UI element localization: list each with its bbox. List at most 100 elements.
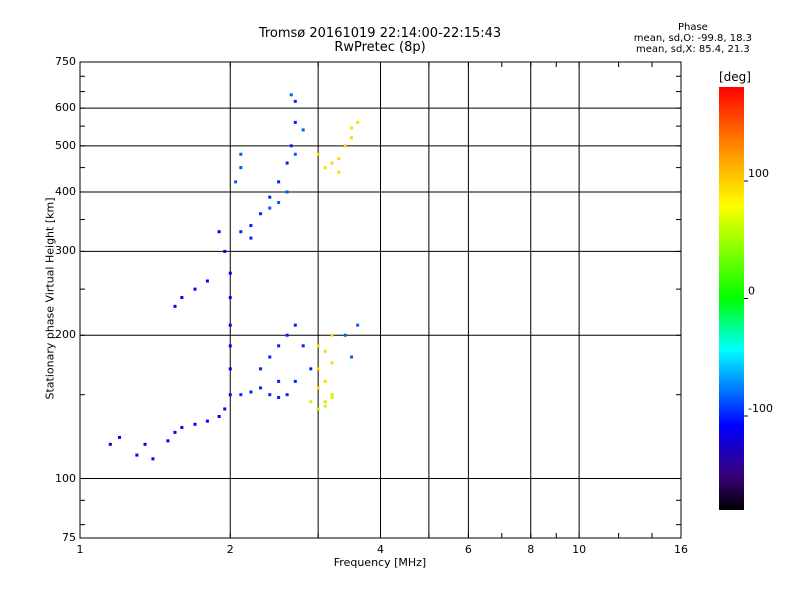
data-point [323,400,327,404]
grid [80,62,681,538]
colorbar-tick-label: 100 [748,167,769,180]
y-tick-label: 500 [55,138,76,152]
data-point [277,180,281,184]
colorbar-tick-label: -100 [748,402,773,415]
data-point [249,224,253,228]
data-point [316,344,320,348]
data-point [180,296,184,300]
data-point [239,166,243,170]
x-tick-label: 6 [464,543,472,556]
data-point [166,439,170,443]
x-tick-label: 16 [674,543,688,556]
data-point [350,136,354,140]
colorbar-label: [deg] [719,70,751,84]
data-point [285,190,289,194]
data-point [350,355,354,359]
data-point [151,457,155,461]
data-point [323,379,327,383]
data-point [293,152,297,156]
data-point [205,279,209,283]
data-point [330,395,334,399]
data-point [205,419,209,423]
data-point [217,414,221,418]
phase-heading: Phase [677,22,708,33]
data-point [293,120,297,124]
data-point [239,230,243,234]
data-point [316,152,320,156]
data-point [343,333,347,337]
data-point [277,395,281,399]
data-point [330,161,334,165]
data-point [173,430,177,434]
data-point [293,323,297,327]
data-point [239,152,243,156]
data-point [301,344,305,348]
x-tick-label: 8 [527,543,535,556]
data-point [173,304,177,308]
data-point [293,379,297,383]
data-point [350,126,354,130]
data-point [277,379,281,383]
y-tick-label: 100 [55,471,76,485]
chart-title: Tromsø 20161019 22:14:00-22:15:43 [258,26,502,41]
data-point [289,93,293,97]
data-point [228,296,232,300]
data-point [193,287,197,291]
data-point [323,166,327,170]
x-tick-label: 4 [377,543,384,556]
data-point [239,393,243,397]
y-tick-label: 75 [62,531,76,544]
data-point [228,367,232,371]
data-point [316,407,320,411]
data-point [277,344,281,348]
data-point [268,195,272,199]
data-point [277,201,281,205]
data-point [135,453,139,457]
data-point [309,400,313,404]
colorbar-ticks: 100 0 -100 [744,167,773,417]
data-point [143,442,147,446]
y-tick-label: 600 [55,101,76,115]
data-point [228,323,232,327]
data-point [228,393,232,397]
colorbar [719,87,744,510]
data-point [330,361,334,365]
x-axis-label: Frequency [MHz] [333,556,427,569]
data-point [316,367,320,371]
phase-o-stats: mean, sd,O: -99.8, 18.3 [633,33,752,44]
data-point [228,344,232,348]
x-tick-label: 2 [226,543,234,556]
data-point [285,161,289,165]
data-point [259,386,263,390]
phase-stats: Phase mean, sd,O: -99.8, 18.3 mean, sd,X… [634,22,752,55]
y-tick-label: 300 [55,244,76,258]
data-point [293,99,297,103]
phase-x-stats: mean, sd,X: 85.4, 21.3 [636,44,750,55]
data-point [289,144,293,148]
data-point [268,355,272,359]
chart-subtitle: RwPretec (8p) [334,40,426,55]
data-point [249,236,253,240]
data-point [108,442,112,446]
data-point [337,157,341,161]
x-tick-label: 10 [572,543,587,556]
x-tick-label: 1 [76,543,84,556]
data-point [228,271,232,275]
data-point [316,386,320,390]
data-point [323,349,327,353]
data-point [356,323,360,327]
data-point [301,128,305,132]
data-points [108,93,360,461]
data-point [268,206,272,210]
y-tick-label: 400 [55,184,76,198]
data-point [223,407,227,411]
data-point [180,425,184,429]
data-point [285,393,289,397]
data-point [259,367,263,371]
data-point [356,120,360,124]
plot-frame [79,61,682,539]
data-point [259,212,263,216]
data-point [223,249,227,253]
data-point [285,333,289,337]
